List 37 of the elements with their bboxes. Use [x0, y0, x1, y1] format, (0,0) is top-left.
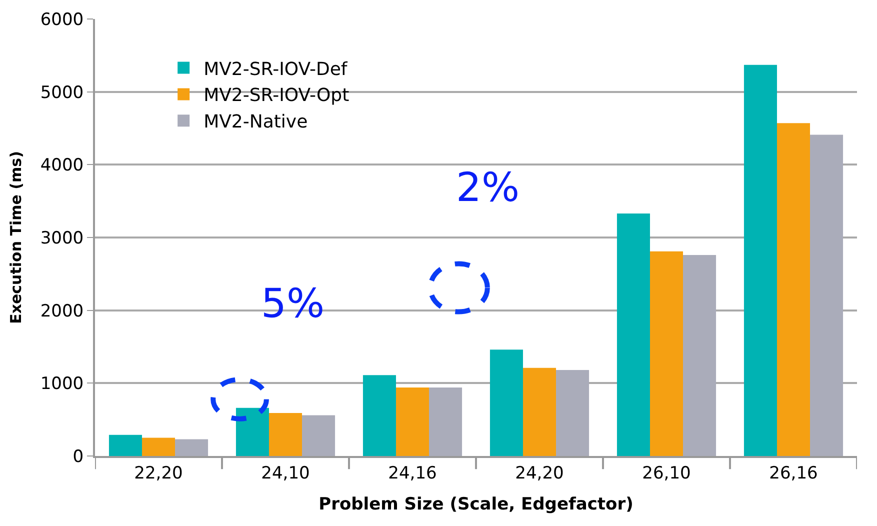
x-tick-label: 26,10: [642, 463, 691, 484]
y-tick-label: 3000: [40, 228, 84, 248]
x-tick-label: 26,16: [769, 463, 818, 484]
x-tick-label: 24,10: [261, 463, 310, 484]
bar: [744, 64, 777, 456]
bar: [616, 213, 650, 456]
y-tick-label: 0: [72, 446, 84, 467]
bar: [396, 388, 430, 456]
y-axis-title: Execution Time (ms): [7, 151, 26, 324]
annotation: 5%: [261, 281, 324, 327]
bar: [776, 123, 810, 456]
bar: [268, 413, 302, 456]
legend-label: MV2-SR-IOV-Opt: [204, 85, 350, 106]
bar: [522, 368, 556, 456]
x-tick-label: 22,20: [134, 463, 183, 484]
y-tick-label: 2000: [40, 301, 84, 322]
x-tick-label: 24,16: [388, 463, 437, 484]
legend-label: MV2-Native: [204, 112, 308, 133]
bar: [175, 439, 208, 456]
y-tick-label: 4000: [40, 156, 84, 176]
bar: [362, 375, 396, 456]
x-tick-label: 24,20: [515, 463, 564, 484]
bar: [142, 438, 176, 456]
bar: [683, 254, 716, 456]
bar: [490, 350, 523, 456]
bar: [810, 134, 844, 456]
bar: [429, 388, 462, 456]
y-tick-label: 6000: [40, 10, 84, 30]
y-tick-label: 1000: [40, 374, 84, 394]
y-tick-label: 5000: [40, 82, 84, 103]
bar: [650, 251, 684, 456]
bar: [302, 415, 336, 456]
bar: [108, 434, 142, 456]
legend-label: MV2-SR-IOV-Def: [204, 58, 348, 80]
bar: [556, 370, 590, 456]
x-axis-title: Problem Size (Scale, Edgefactor): [318, 494, 634, 514]
annotation: 2%: [456, 165, 520, 211]
